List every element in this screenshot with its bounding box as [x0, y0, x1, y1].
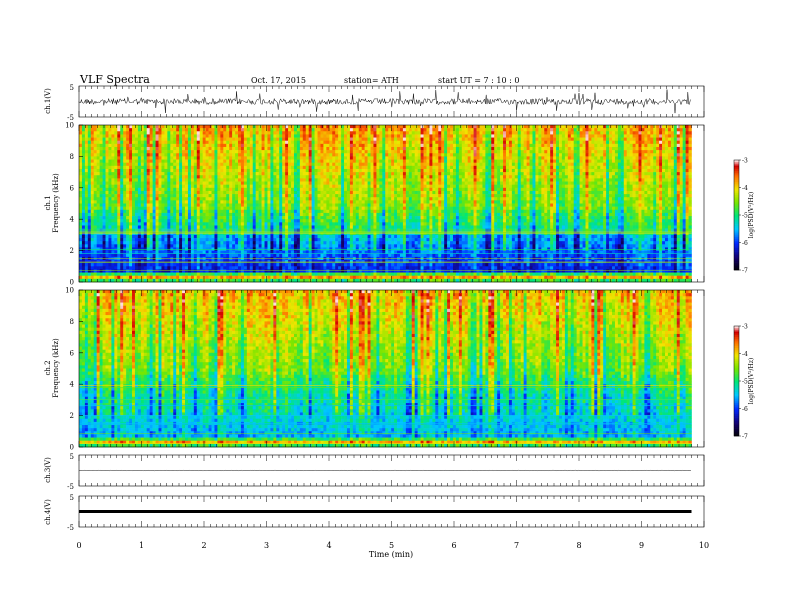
ch2-spectrogram-ytick-label-4: 8 [70, 318, 74, 326]
ch4-waveform-panel: 5 -5 ch.4(V) [44, 494, 704, 532]
ch1-waveform-panel: 5 -5 ch.1(V) [44, 84, 704, 122]
ch1-spectrogram-image [79, 125, 692, 282]
ch2-colorbar-tick-label-0: -3 [742, 324, 748, 331]
start-time-label: start UT = 7 : 10 : 0 [438, 76, 519, 85]
ch3-waveform-trace [79, 470, 691, 471]
ch1-spectrogram-ytick-label-5: 10 [65, 122, 74, 130]
date-label: Oct. 17, 2015 [251, 76, 306, 85]
ch1-spectrogram-ytick-label-1: 2 [70, 247, 74, 255]
station-label: station= ATH [344, 76, 399, 85]
ch2-colorbar-tick-label-3: -6 [742, 406, 748, 413]
ch3-ytick-top: 5 [70, 453, 74, 461]
time-tick-label-7: 7 [514, 541, 519, 550]
ch1-ytick-top: 5 [70, 84, 74, 92]
ch3-waveform-panel: 5 -5 ch.3(V) [44, 453, 704, 491]
time-tick-label-1: 1 [139, 541, 144, 550]
ch1-waveform-trace [79, 90, 691, 114]
ch2-colorbar-label: log(PSD(V²/Hz) [748, 358, 755, 405]
ch1-spectrogram-ylabel-freq: Frequency (kHz) [52, 173, 60, 233]
ch2-spectrogram-ytick-label-5: 10 [65, 287, 74, 295]
ch4-ytick-top: 5 [70, 494, 74, 502]
ch4-waveform-ylabel: ch.4(V) [44, 499, 52, 525]
ch2-colorbar-tick-label-1: -4 [742, 351, 748, 358]
time-tick-label-10: 10 [699, 541, 709, 550]
time-tick-label-0: 0 [76, 541, 81, 550]
time-tick-label-9: 9 [639, 541, 644, 550]
ch3-ytick-bottom: -5 [67, 483, 74, 491]
ch2-spectrogram-ytick-label-1: 2 [70, 412, 74, 420]
ch1-colorbar-tick-label-4: -7 [742, 268, 748, 275]
time-tick-label-2: 2 [201, 541, 206, 550]
ch1-colorbar-label: log(PSD(V²/Hz) [748, 192, 755, 239]
time-axis-tick-labels: 0 1 2 3 4 5 6 7 8 9 10 [76, 541, 709, 550]
ch1-colorbar-tick-label-0: -3 [742, 158, 748, 165]
time-tick-label-5: 5 [389, 541, 394, 550]
ch3-waveform-ylabel: ch.3(V) [44, 457, 52, 483]
ch1-spectrogram-ylabel-channel: ch.1 [44, 195, 52, 210]
time-tick-label-3: 3 [264, 541, 269, 550]
time-tick-label-6: 6 [451, 541, 456, 550]
ch1-colorbar-tick-label-3: -6 [742, 240, 748, 247]
ch1-spectrogram-ytick-label-3: 6 [70, 184, 75, 192]
ch1-waveform-ylabel: ch.1(V) [44, 88, 52, 114]
ch2-spectrogram-ytick-label-3: 6 [70, 349, 75, 357]
ch1-colorbar-tick-label-1: -4 [742, 185, 748, 192]
ch1-spectrogram-ytick-label-4: 8 [70, 153, 74, 161]
ch2-spectrogram-ytick-label-0: 0 [70, 444, 74, 452]
ch2-spectrogram-ylabel-freq: Frequency (kHz) [52, 338, 60, 398]
time-axis-label: Time (min) [369, 550, 413, 559]
figure-title: VLF Spectra [79, 73, 150, 86]
time-tick-label-8: 8 [576, 541, 581, 550]
ch2-spectrogram-ytick-label-2: 4 [70, 381, 75, 389]
ch4-ytick-bottom: -5 [67, 524, 74, 532]
ch1-spectrogram-ytick-label-2: 4 [70, 216, 75, 224]
ch2-colorbar-tick-label-4: -7 [742, 434, 748, 441]
time-tick-label-4: 4 [326, 541, 331, 550]
ch2-spectrogram-ylabel-channel: ch.2 [44, 360, 52, 375]
ch2-spectrogram-image [79, 290, 692, 447]
ch1-spectrogram-ytick-label-0: 0 [70, 279, 74, 287]
